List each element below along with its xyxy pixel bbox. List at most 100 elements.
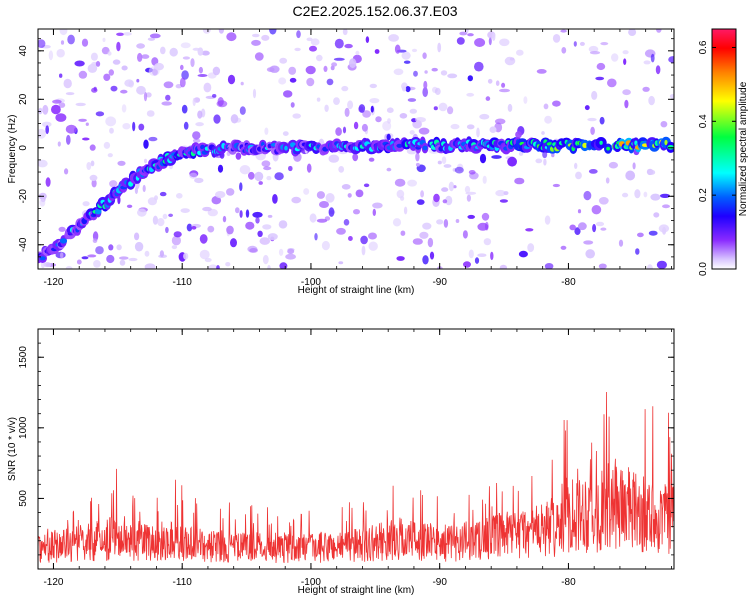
heatmap-ridge-halo [104,199,111,211]
heatmap-noise-blob [254,171,264,182]
heatmap-ridge-core [564,139,569,145]
heatmap-ridge-core [316,144,321,149]
heatmap-noise-blob [319,201,329,208]
heatmap-ridge-core [451,141,455,146]
heatmap-ridge-core [359,144,365,149]
heatmap-noise-blob [171,245,178,250]
heatmap-ridge-halo [415,142,422,154]
heatmap-noise-blob [467,33,474,37]
heatmap-noise-blob [190,58,195,68]
heatmap-ridge-halo [101,201,109,212]
heatmap-ridge-halo [342,140,351,153]
heatmap-ridge-core [354,145,361,151]
heatmap-ridge-core [293,148,298,155]
heatmap-noise-blob [536,69,547,74]
heatmap-noise-blob [468,249,474,259]
heatmap-noise-blob [596,62,606,71]
heatmap-ridge-core [118,183,125,190]
heatmap-ridge-halo [489,137,500,148]
heatmap-ridge-halo [365,143,378,155]
heatmap-noise-blob [143,91,148,102]
heatmap-noise-blob [168,213,174,217]
heatmap-noise-blob [38,39,46,48]
heatmap-ridge-core [408,141,415,145]
heatmap-ridge-halo [311,142,321,155]
heatmap-noise-blob [43,262,52,268]
heatmap-ridge-halo [260,144,270,155]
heatmap-ridge-halo [493,143,500,154]
heatmap-ridge-core [81,217,88,225]
heatmap-ridge-core [312,143,316,149]
heatmap-noise-blob [330,65,335,71]
heatmap-noise-blob [288,66,297,75]
heatmap-ridge-halo [586,140,593,151]
heatmap-noise-blob [363,183,370,188]
heatmap-noise-blob [38,159,48,168]
heatmap-noise-blob [121,65,128,71]
heatmap-noise-blob [90,160,95,167]
heatmap-noise-blob [169,47,178,57]
heatmap-noise-blob [543,158,547,166]
snr-x-axis-label: Height of straight line (km) [298,585,415,596]
heatmap-noise-blob [251,144,263,154]
heatmap-ridge-halo [121,177,132,188]
heatmap-noise-blob [192,138,201,143]
heatmap-ridge-core [225,144,231,150]
heatmap-ridge-halo [304,141,315,152]
heatmap-ridge-halo [646,138,654,149]
heatmap-noise-blob [247,245,258,253]
heatmap-ridge-core [156,164,161,170]
x-tick-label: -90 [432,277,447,288]
heatmap-noise-blob [207,264,219,269]
heatmap-ridge-halo [349,142,362,155]
heatmap-ridge-core [498,140,505,146]
heatmap-ridge-halo [571,137,580,149]
heatmap-noise-blob [201,50,210,56]
heatmap-noise-blob [437,42,442,53]
heatmap-ridge-core [143,166,150,172]
heatmap-ridge-halo [270,140,279,149]
heatmap-ridge-core [242,149,246,153]
heatmap-ridge-core [438,146,445,152]
heatmap-noise-blob [300,146,310,155]
x-tick-label: -120 [43,577,63,588]
heatmap-noise-blob [254,52,264,61]
heatmap-noise-blob [476,127,480,138]
heatmap-noise-blob [452,168,457,172]
heatmap-ridge-halo [586,141,598,150]
heatmap-ridge-core [642,143,649,147]
heatmap-noise-blob [656,260,668,269]
heatmap-ridge-core [523,145,531,150]
heatmap-noise-blob [181,145,189,150]
heatmap-ridge-core [253,147,259,154]
heatmap-ridge-halo [508,138,518,148]
heatmap-noise-blob [82,201,90,207]
heatmap-noise-blob [126,204,133,208]
heatmap-noise-blob [261,160,271,167]
heatmap-noise-blob [107,153,113,158]
heatmap-ridge-halo [38,254,43,264]
heatmap-noise-blob [51,104,61,115]
heatmap-noise-blob [595,76,605,81]
heatmap-noise-blob [423,80,428,90]
heatmap-ridge-halo [212,146,220,157]
heatmap-ridge-core [230,147,235,152]
snr-panel: -120 -110 -100 -90 -80 500 1000 1500 Height of… [7,328,675,596]
heatmap-noise-blob [48,50,54,61]
heatmap-ridge-halo [354,143,362,154]
heatmap-ridge-core [489,144,496,150]
x-tick-label: -100 [301,277,321,288]
heatmap-noise-blob [93,86,97,91]
heatmap-noise-blob [151,57,159,66]
heatmap-ridge-halo [659,139,668,151]
heatmap-noise-blob [551,153,555,158]
heatmap-noise-blob [245,221,255,230]
heatmap-noise-blob [372,202,383,209]
heatmap-noise-blob [482,175,487,184]
heatmap-ridge-core [557,142,562,148]
heatmap-noise-blob [145,67,154,73]
heatmap-ridge-core [486,144,494,149]
heatmap-ridge-halo [328,141,336,153]
heatmap-ridge-core [380,143,386,147]
heatmap-noise-blob [370,105,375,116]
